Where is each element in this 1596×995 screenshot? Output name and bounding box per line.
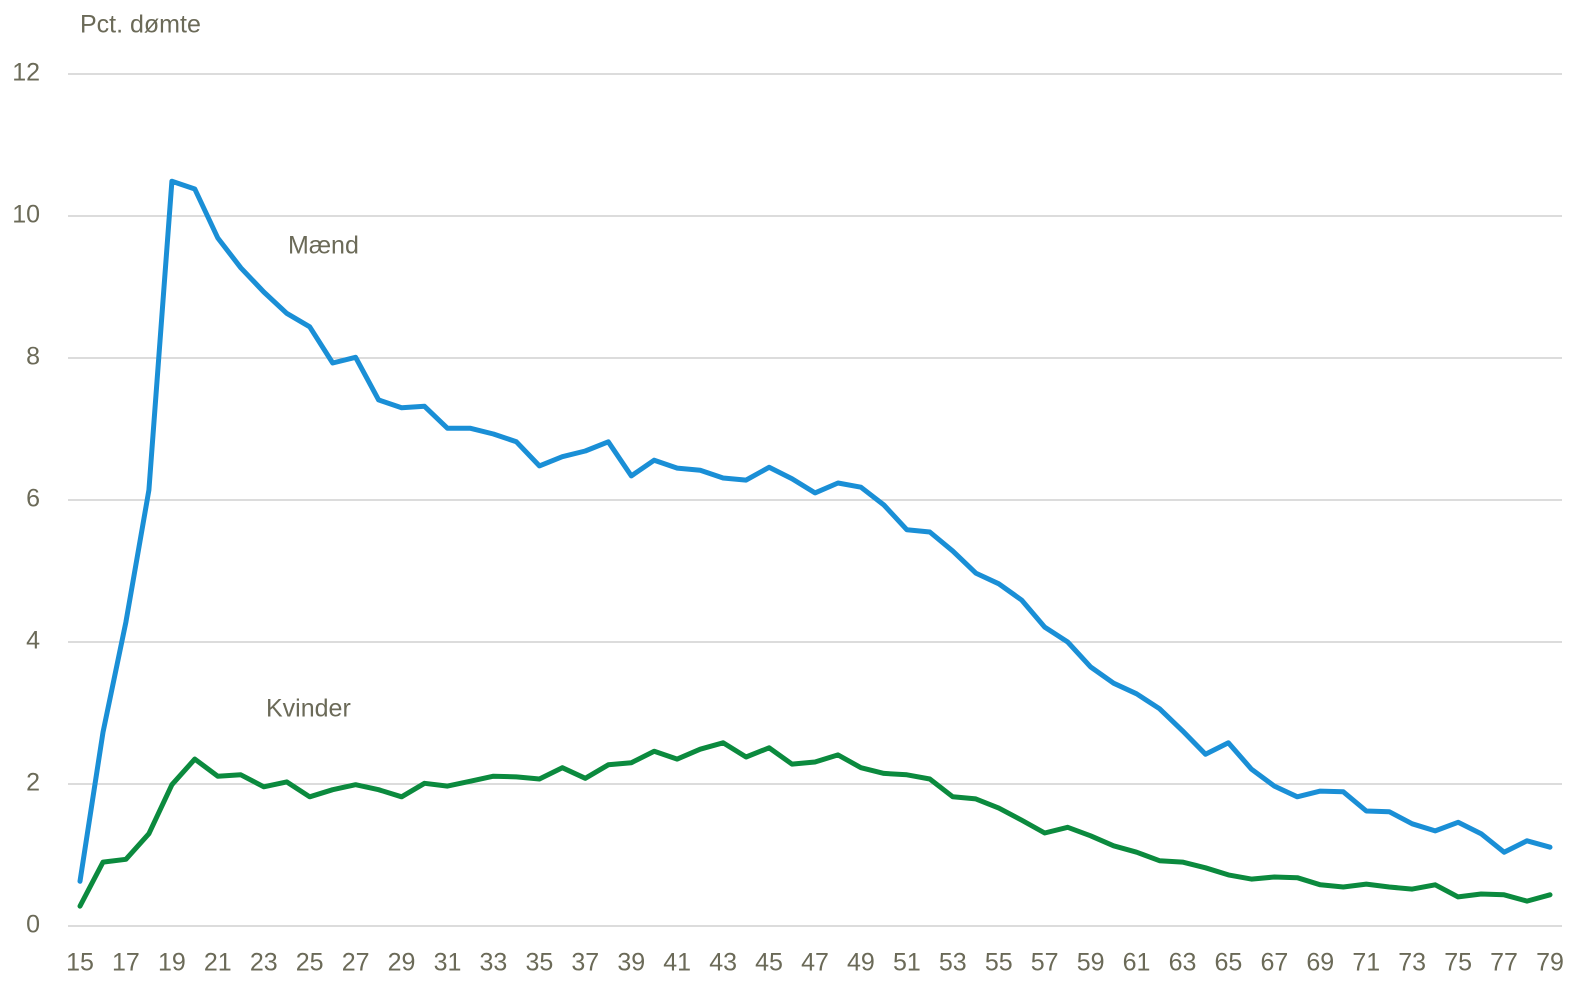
y-tick-label: 0 xyxy=(26,911,40,939)
x-tick-label: 53 xyxy=(939,949,967,977)
x-tick-label: 65 xyxy=(1215,949,1243,977)
y-axis-label: Pct. dømte xyxy=(80,11,201,39)
x-tick-label: 77 xyxy=(1490,949,1518,977)
x-tick-label: 57 xyxy=(1031,949,1059,977)
x-tick-label: 37 xyxy=(571,949,599,977)
x-tick-label: 55 xyxy=(985,949,1013,977)
data-line xyxy=(77,740,1553,909)
x-tick-label: 17 xyxy=(112,949,140,977)
y-tick-label: 2 xyxy=(26,769,40,797)
x-tick-label: 61 xyxy=(1123,949,1151,977)
series-label: Mænd xyxy=(288,232,359,260)
x-tick-label: 21 xyxy=(204,949,232,977)
x-tick-label: 59 xyxy=(1077,949,1105,977)
series-label: Kvinder xyxy=(266,695,351,723)
x-tick-label: 67 xyxy=(1260,949,1288,977)
x-tick-label: 51 xyxy=(893,949,921,977)
x-tick-label: 63 xyxy=(1169,949,1197,977)
x-tick-label: 43 xyxy=(709,949,737,977)
x-tick-label: 25 xyxy=(296,949,324,977)
x-tick-label: 69 xyxy=(1306,949,1334,977)
x-tick-label: 27 xyxy=(342,949,370,977)
x-tick-label: 39 xyxy=(617,949,645,977)
x-tick-label: 79 xyxy=(1536,949,1564,977)
y-tick-label: 8 xyxy=(26,343,40,371)
y-tick-label: 4 xyxy=(26,627,40,655)
y-tick-label: 10 xyxy=(12,201,40,229)
x-tick-label: 35 xyxy=(525,949,553,977)
x-tick-label: 41 xyxy=(663,949,691,977)
y-tick-label: 12 xyxy=(12,59,40,87)
x-tick-label: 73 xyxy=(1398,949,1426,977)
x-tick-label: 31 xyxy=(434,949,462,977)
x-tick-label: 71 xyxy=(1352,949,1380,977)
x-tick-label: 33 xyxy=(480,949,508,977)
x-tick-label: 45 xyxy=(755,949,783,977)
y-tick-label: 6 xyxy=(26,485,40,513)
x-tick-label: 15 xyxy=(66,949,94,977)
x-tick-label: 47 xyxy=(801,949,829,977)
x-tick-label: 19 xyxy=(158,949,186,977)
x-tick-label: 49 xyxy=(847,949,875,977)
data-line xyxy=(77,178,1553,884)
x-tick-label: 23 xyxy=(250,949,278,977)
x-tick-label: 75 xyxy=(1444,949,1472,977)
x-tick-label: 29 xyxy=(388,949,416,977)
